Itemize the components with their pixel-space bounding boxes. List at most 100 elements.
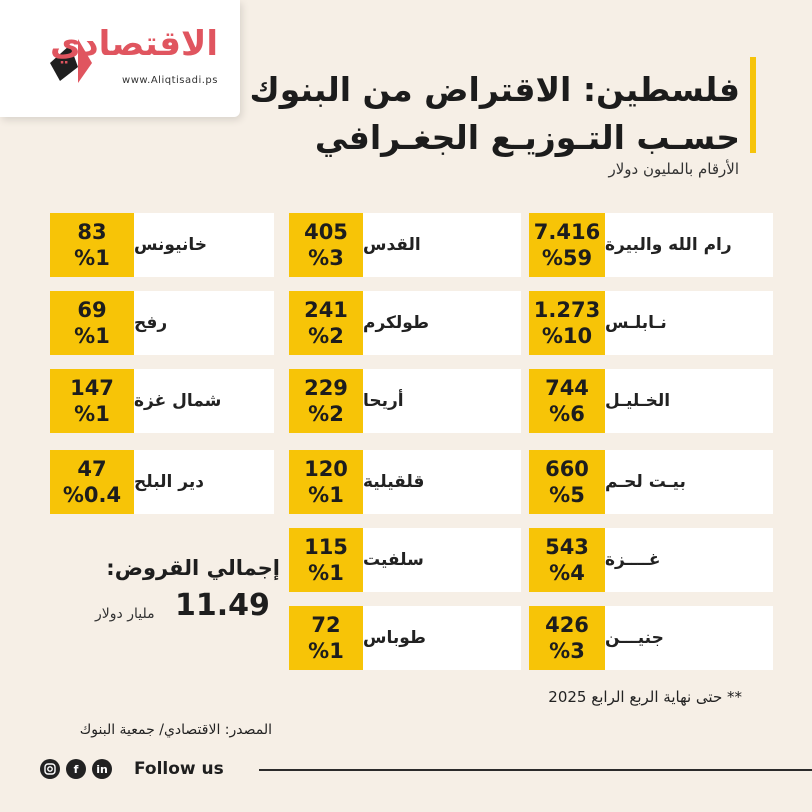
region-share: %1: [308, 639, 344, 663]
linkedin-icon[interactable]: in: [92, 759, 112, 779]
title-line-2: حسـب التـوزيـع الجغـرافي: [314, 118, 740, 157]
region-value-box: 405 %3: [289, 213, 363, 277]
region-share: %0.4: [62, 483, 122, 507]
source-note: المصدر: الاقتصادي/ جمعية البنوك: [79, 722, 272, 738]
region-card: 543 %4 غــــزة: [529, 528, 773, 592]
region-name: شمال غزة: [134, 369, 274, 433]
title-line-1: فلسطين: الاقتراض من البنوك: [249, 70, 740, 109]
region-value: 1.273: [533, 298, 601, 322]
region-name: قلقيلية: [363, 450, 521, 514]
region-card: 426 %3 جنيـــن: [529, 606, 773, 670]
region-share: %10: [541, 324, 593, 348]
region-share: %2: [308, 402, 344, 426]
region-value-box: 543 %4: [529, 528, 605, 592]
region-name: رفح: [134, 291, 274, 355]
region-value-box: 7.416 %59: [529, 213, 605, 277]
total-loans-label: إجمالي القروض:: [106, 556, 280, 580]
region-value: 83: [77, 220, 107, 244]
region-value: 69: [77, 298, 107, 322]
region-value-box: 660 %5: [529, 450, 605, 514]
region-value: 120: [304, 457, 348, 481]
region-card: 115 %1 سلفيت: [289, 528, 521, 592]
region-name: نـابلـس: [605, 291, 773, 355]
region-name: غــــزة: [605, 528, 773, 592]
brand-url: www.Aliqtisadi.ps: [122, 75, 218, 86]
facebook-icon[interactable]: f: [66, 759, 86, 779]
region-name: جنيـــن: [605, 606, 773, 670]
region-value: 405: [304, 220, 348, 244]
region-share: %59: [541, 246, 593, 270]
title-accent-bar: [750, 57, 756, 153]
region-card: 120 %1 قلقيلية: [289, 450, 521, 514]
region-share: %5: [549, 483, 585, 507]
logo-card: الاقتصادي www.Aliqtisadi.ps: [0, 0, 240, 117]
region-card: 83 %1 خانيونس: [50, 213, 274, 277]
footer-divider: [259, 769, 812, 771]
total-loans-unit: مليار دولار: [95, 606, 155, 622]
region-card: 7.416 %59 رام الله والبيرة: [529, 213, 773, 277]
region-name: طوباس: [363, 606, 521, 670]
region-value-box: 1.273 %10: [529, 291, 605, 355]
region-card: 147 %1 شمال غزة: [50, 369, 274, 433]
region-name: بيـت لحـم: [605, 450, 773, 514]
brand-name: الاقتصادي: [50, 24, 218, 64]
region-share: %1: [308, 483, 344, 507]
region-value: 744: [545, 376, 589, 400]
region-value: 115: [304, 535, 348, 559]
region-value: 660: [545, 457, 589, 481]
region-value: 147: [70, 376, 114, 400]
region-value: 241: [304, 298, 348, 322]
region-name: طولكرم: [363, 291, 521, 355]
region-value: 543: [545, 535, 589, 559]
region-share: %1: [74, 324, 110, 348]
region-card: 660 %5 بيـت لحـم: [529, 450, 773, 514]
region-card: 405 %3 القدس: [289, 213, 521, 277]
subtitle: الأرقام بالمليون دولار: [608, 160, 740, 178]
social-footer: f in Follow us: [40, 757, 224, 781]
region-value: 72: [311, 613, 341, 637]
region-card: 47 %0.4 دير البلح: [50, 450, 274, 514]
region-share: %1: [308, 561, 344, 585]
logo-mark-icon: [50, 39, 92, 83]
region-share: %1: [74, 402, 110, 426]
region-card: 69 %1 رفح: [50, 291, 274, 355]
region-name: الخـليـل: [605, 369, 773, 433]
region-card: 229 %2 أريحا: [289, 369, 521, 433]
region-value-box: 241 %2: [289, 291, 363, 355]
region-value-box: 147 %1: [50, 369, 134, 433]
region-name: رام الله والبيرة: [605, 213, 773, 277]
region-share: %3: [308, 246, 344, 270]
region-value: 47: [77, 457, 107, 481]
follow-us-label: Follow us: [134, 759, 224, 779]
region-share: %3: [549, 639, 585, 663]
region-name: سلفيت: [363, 528, 521, 592]
region-value: 229: [304, 376, 348, 400]
region-card: 744 %6 الخـليـل: [529, 369, 773, 433]
region-name: خانيونس: [134, 213, 274, 277]
region-value: 7.416: [533, 220, 601, 244]
footnote: ** حتى نهاية الربع الرابع 2025: [548, 688, 742, 706]
region-value-box: 426 %3: [529, 606, 605, 670]
region-name: دير البلح: [134, 450, 274, 514]
region-name: القدس: [363, 213, 521, 277]
total-loans-value: 11.49: [175, 588, 270, 623]
region-value-box: 69 %1: [50, 291, 134, 355]
region-card: 241 %2 طولكرم: [289, 291, 521, 355]
region-name: أريحا: [363, 369, 521, 433]
region-value-box: 120 %1: [289, 450, 363, 514]
region-value-box: 72 %1: [289, 606, 363, 670]
region-value-box: 115 %1: [289, 528, 363, 592]
region-card: 1.273 %10 نـابلـس: [529, 291, 773, 355]
region-share: %6: [549, 402, 585, 426]
region-share: %4: [549, 561, 585, 585]
region-value-box: 83 %1: [50, 213, 134, 277]
region-value-box: 47 %0.4: [50, 450, 134, 514]
region-share: %2: [308, 324, 344, 348]
region-value: 426: [545, 613, 589, 637]
page-title: فلسطين: الاقتراض من البنوك حسـب التـوزيـ…: [249, 66, 740, 162]
region-value-box: 744 %6: [529, 369, 605, 433]
region-card: 72 %1 طوباس: [289, 606, 521, 670]
region-value-box: 229 %2: [289, 369, 363, 433]
region-share: %1: [74, 246, 110, 270]
instagram-icon[interactable]: [40, 759, 60, 779]
